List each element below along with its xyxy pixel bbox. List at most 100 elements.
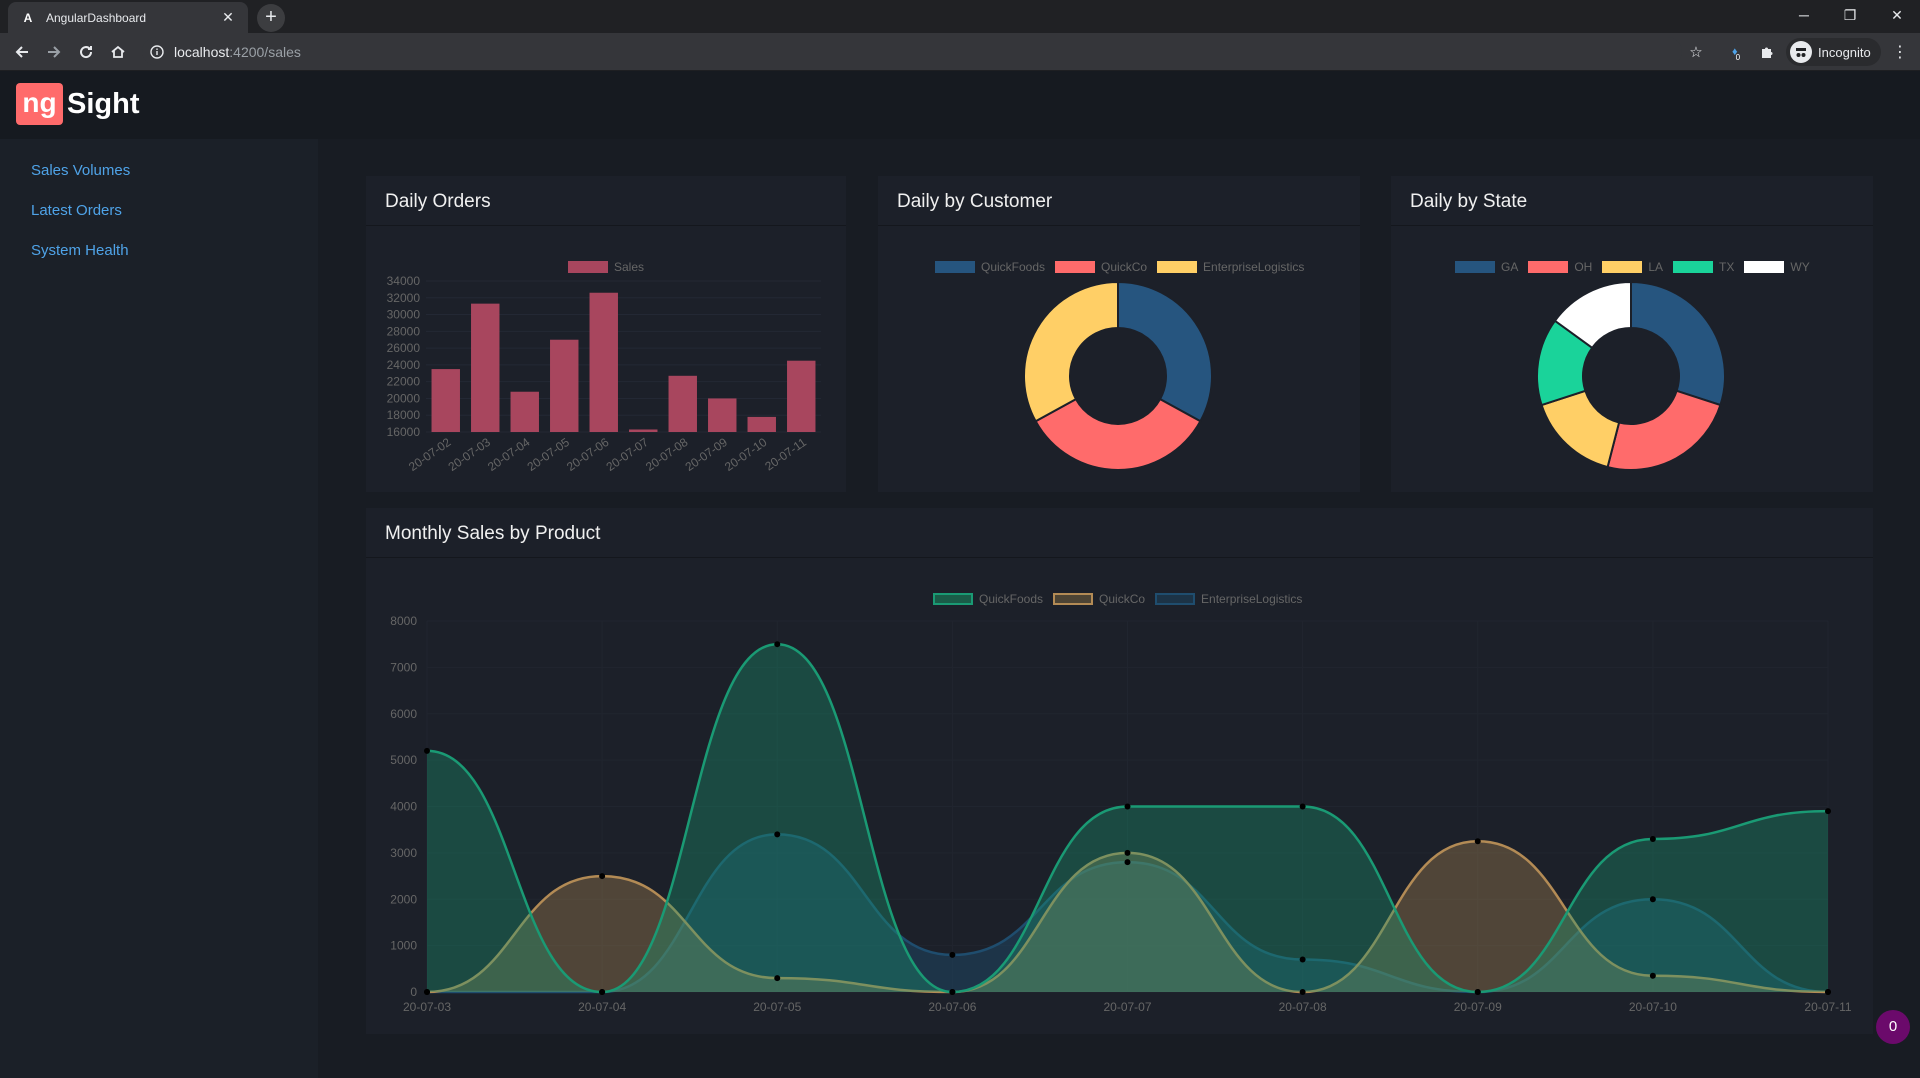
data-point[interactable] bbox=[774, 831, 781, 838]
bar[interactable] bbox=[510, 391, 539, 432]
sidebar-item-sales-volumes[interactable]: Sales Volumes bbox=[31, 162, 131, 179]
legend-item-enterpriselogistics[interactable]: EnterpriseLogistics bbox=[1155, 592, 1302, 606]
legend-label: WY bbox=[1790, 260, 1810, 274]
x-tick-label: 20-07-09 bbox=[1454, 1000, 1502, 1014]
data-point[interactable] bbox=[1649, 896, 1656, 903]
x-tick-label: 20-07-05 bbox=[525, 435, 573, 474]
donut-slice[interactable] bbox=[1606, 389, 1722, 471]
donut-slice[interactable] bbox=[1034, 397, 1202, 471]
forward-icon[interactable] bbox=[40, 38, 68, 66]
site-info-icon[interactable] bbox=[150, 44, 164, 59]
legend-swatch bbox=[933, 593, 973, 605]
legend-item-sales[interactable]: Sales bbox=[568, 260, 644, 274]
data-point[interactable] bbox=[1825, 808, 1831, 815]
legend-swatch bbox=[1053, 593, 1094, 605]
data-point[interactable] bbox=[1825, 989, 1831, 995]
data-point[interactable] bbox=[949, 951, 956, 958]
data-point[interactable] bbox=[1649, 972, 1656, 979]
series-area bbox=[427, 644, 1828, 992]
series-line[interactable] bbox=[426, 642, 1829, 994]
data-point[interactable] bbox=[1299, 803, 1306, 810]
minimize-icon[interactable]: ─ bbox=[1799, 7, 1809, 23]
sidebar-item-system-health[interactable]: System Health bbox=[31, 242, 129, 259]
y-tick-label: 8000 bbox=[390, 614, 417, 628]
legend-label: EnterpriseLogistics bbox=[1201, 592, 1303, 606]
data-point[interactable] bbox=[599, 873, 606, 880]
back-icon[interactable] bbox=[8, 38, 36, 66]
bar[interactable] bbox=[431, 369, 460, 432]
restore-icon[interactable]: ❐ bbox=[1843, 6, 1857, 23]
bar[interactable] bbox=[747, 416, 776, 432]
y-tick-label: 4000 bbox=[390, 800, 417, 814]
logo-ng-mark: ng bbox=[16, 83, 63, 125]
window-close-icon[interactable]: ✕ bbox=[1891, 6, 1903, 23]
data-point[interactable] bbox=[949, 989, 956, 995]
donut-slice[interactable] bbox=[1630, 280, 1726, 407]
address-bar[interactable]: localhost:4200/sales bbox=[142, 37, 1682, 66]
donut-slice[interactable] bbox=[1117, 280, 1213, 423]
bar[interactable] bbox=[629, 429, 658, 432]
extensions-puzzle-icon[interactable] bbox=[1753, 38, 1781, 66]
data-point[interactable] bbox=[1124, 849, 1131, 856]
bar[interactable] bbox=[668, 375, 697, 432]
series-area bbox=[427, 834, 1828, 992]
card-header: Monthly Sales by Product bbox=[366, 508, 1873, 558]
notification-badge[interactable]: 0 bbox=[1876, 1010, 1910, 1044]
extension-icon[interactable]: ♦ 0 bbox=[1731, 46, 1741, 62]
data-point[interactable] bbox=[1124, 859, 1131, 866]
bar[interactable] bbox=[589, 292, 618, 432]
profile-label: Incognito bbox=[1818, 44, 1871, 60]
data-point[interactable] bbox=[1124, 803, 1131, 810]
browser-menu-icon[interactable]: ⋮ bbox=[1892, 44, 1908, 61]
legend-item-enterpriselogistics[interactable]: EnterpriseLogistics bbox=[1157, 260, 1304, 274]
bar[interactable] bbox=[708, 398, 737, 432]
data-point[interactable] bbox=[1299, 956, 1306, 963]
x-tick-label: 20-07-02 bbox=[406, 435, 454, 474]
data-point[interactable] bbox=[1299, 989, 1306, 995]
home-icon[interactable] bbox=[104, 38, 132, 66]
y-tick-label: 32000 bbox=[387, 291, 421, 305]
donut-slice[interactable] bbox=[1023, 280, 1119, 423]
url-path: :4200/sales bbox=[229, 43, 301, 60]
x-tick-label: 20-07-04 bbox=[485, 435, 533, 474]
legend-swatch bbox=[1673, 261, 1714, 273]
donut-slice[interactable] bbox=[1553, 280, 1632, 350]
data-point[interactable] bbox=[424, 989, 430, 995]
app-logo[interactable]: ng Sight bbox=[16, 83, 140, 125]
bar[interactable] bbox=[471, 303, 500, 432]
card-monthly-sales: Monthly Sales by Product QuickFoods Quic… bbox=[366, 508, 1873, 1034]
legend-item-quickfoods[interactable]: QuickFoods bbox=[935, 260, 1045, 274]
legend-item-oh[interactable]: OH bbox=[1528, 260, 1592, 274]
x-tick-label: 20-07-11 bbox=[762, 435, 809, 474]
data-point[interactable] bbox=[1474, 838, 1481, 845]
data-point[interactable] bbox=[774, 641, 781, 648]
y-tick-label: 28000 bbox=[387, 324, 421, 338]
sidebar-item-latest-orders[interactable]: Latest Orders bbox=[31, 202, 122, 219]
bar[interactable] bbox=[550, 339, 579, 432]
legend-item-quickfoods[interactable]: QuickFoods bbox=[933, 592, 1043, 606]
bookmark-star-icon[interactable]: ☆ bbox=[1689, 44, 1703, 61]
legend-swatch bbox=[1455, 261, 1495, 273]
legend-item-wy[interactable]: WY bbox=[1744, 260, 1810, 274]
x-tick-label: 20-07-08 bbox=[1279, 1000, 1327, 1014]
tab-close-icon[interactable]: ✕ bbox=[222, 9, 234, 25]
browser-tab[interactable]: A AngularDashboard ✕ bbox=[8, 2, 248, 33]
legend-item-tx[interactable]: TX bbox=[1673, 260, 1734, 274]
data-point[interactable] bbox=[599, 989, 606, 995]
y-tick-label: 24000 bbox=[387, 358, 421, 372]
data-point[interactable] bbox=[774, 975, 781, 982]
chart-legend: GA OH LA TX WY bbox=[1455, 260, 1820, 274]
legend-item-la[interactable]: LA bbox=[1602, 260, 1663, 274]
y-tick-label: 30000 bbox=[387, 308, 421, 322]
bar[interactable] bbox=[787, 360, 816, 432]
data-point[interactable] bbox=[1649, 835, 1656, 842]
new-tab-button[interactable]: + bbox=[257, 4, 285, 32]
profile-button[interactable]: Incognito bbox=[1786, 38, 1881, 66]
data-point[interactable] bbox=[424, 747, 430, 754]
data-point[interactable] bbox=[1474, 989, 1481, 995]
x-tick-label: 20-07-07 bbox=[1103, 1000, 1151, 1014]
reload-icon[interactable] bbox=[72, 38, 100, 66]
legend-item-quickco[interactable]: QuickCo bbox=[1053, 592, 1145, 606]
legend-item-ga[interactable]: GA bbox=[1455, 260, 1518, 274]
legend-item-quickco[interactable]: QuickCo bbox=[1055, 260, 1147, 274]
